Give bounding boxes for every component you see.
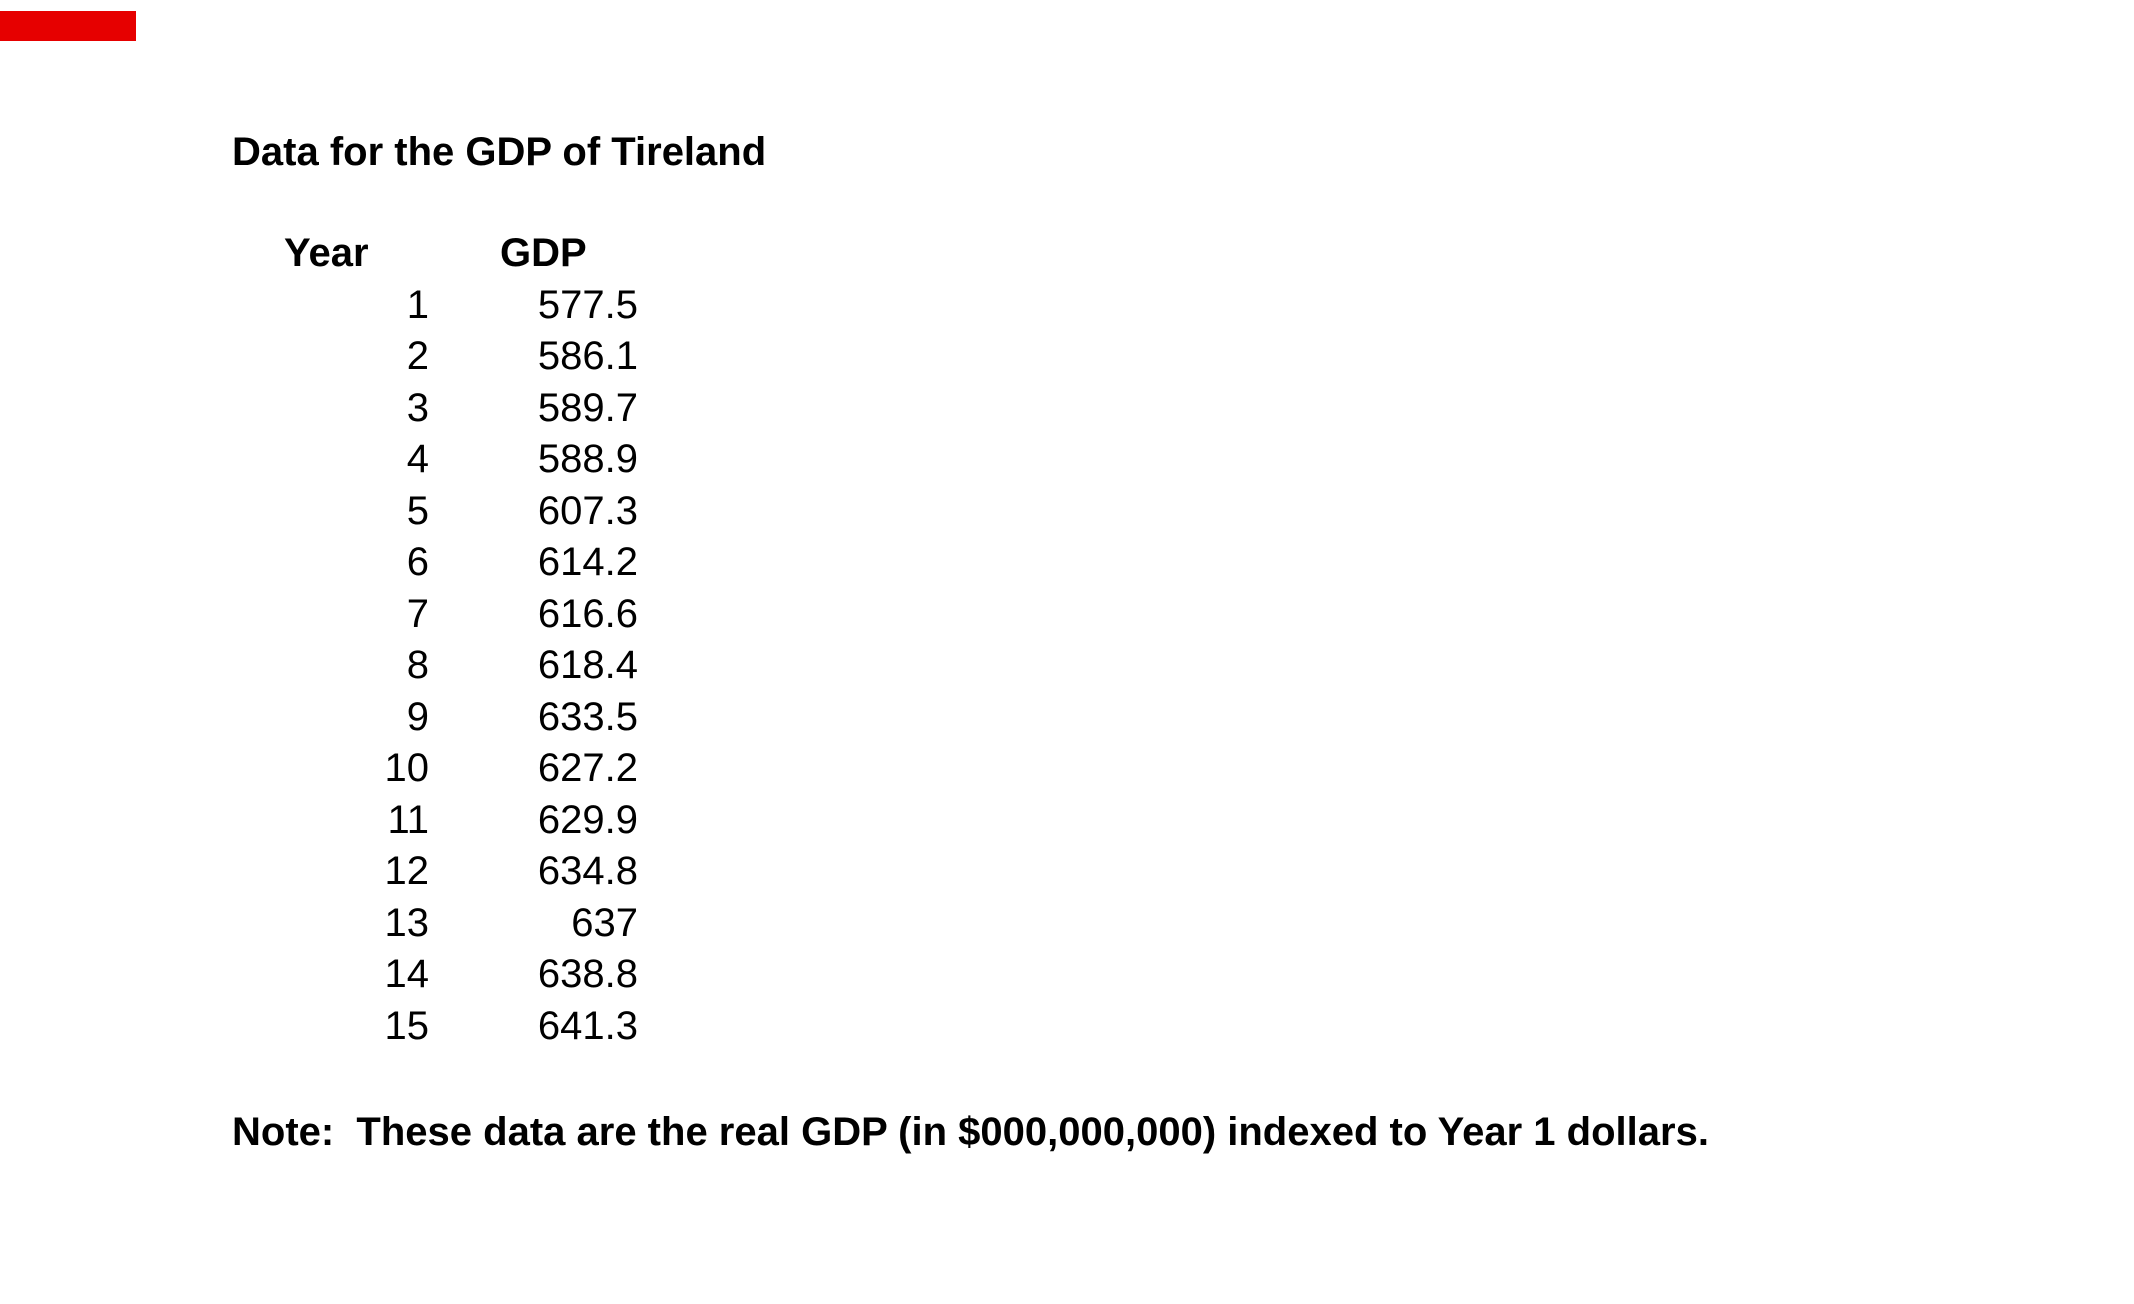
gdp-cell: 616.6 [537,591,638,636]
year-cell: 13 [384,900,430,945]
year-cell: 10 [384,746,430,790]
gdp-cell: 633.5 [537,694,638,739]
year-cell: 15 [384,1003,430,1048]
table-row: 2 586.1 [284,331,638,383]
table-row: 4 588.9 [284,434,638,486]
column-header-gdp: GDP [500,231,587,275]
year-cell: 12 [384,849,430,893]
year-cell: 11 [387,797,429,842]
year-cell: 5 [406,488,429,533]
gdp-cell: 641.3 [537,1003,638,1048]
table-row: 9 633.5 [284,692,638,744]
year-cell: 2 [406,334,429,378]
video-progress-bar [0,11,136,41]
gdp-cell: 634.8 [537,849,638,893]
gdp-cell: 607.3 [537,488,638,533]
table-row: 14 638.8 [284,949,639,1001]
gdp-cell: 638.8 [537,952,638,996]
gdp-table: Year GDP 1 577.5 2 586.1 3 589.7 4 588.9 5 607.3 6… [284,228,638,1052]
gdp-cell: 589.7 [537,385,638,430]
year-cell: 8 [406,643,429,687]
year-cell: 4 [406,437,429,481]
gdp-cell: 586.1 [537,334,638,378]
gdp-cell: 577.5 [537,282,638,327]
table-row: 1 577.5 [284,280,638,332]
table-row: 15 641.3 [284,1001,639,1053]
table-row: 8 618.4 [284,640,638,692]
table-row: 10 627.2 [284,743,639,795]
note-text: Note: These data are the real GDP (in $0… [232,1110,1709,1154]
gdp-cell: 629.9 [537,797,638,842]
gdp-cell: 618.4 [537,643,638,687]
table-header-row: Year GDP [284,228,638,280]
year-cell: 3 [406,385,429,430]
year-cell: 14 [384,952,430,996]
table-row: 6 614.2 [284,537,638,589]
gdp-cell: 588.9 [537,437,638,481]
table-body: 1 577.5 2 586.1 3 589.7 4 588.9 5 607.3 6 614.2 7 616… [284,280,639,1053]
table-row: 7 616.6 [284,589,638,641]
page-title: Data for the GDP of Tireland [232,130,767,174]
table-row: 5 607.3 [284,486,638,538]
year-cell: 6 [406,540,429,584]
table-row: 12 634.8 [284,846,639,898]
table-row: 13 637 [284,898,639,950]
table-row: 11 629.9 [284,795,638,847]
table-row: 3 589.7 [284,383,638,435]
gdp-cell: 627.2 [537,746,638,790]
column-header-year: Year [284,231,369,275]
year-cell: 7 [406,591,429,636]
gdp-cell: 614.2 [537,540,638,584]
year-cell: 9 [406,694,429,739]
year-cell: 1 [406,282,429,327]
gdp-cell: 637 [571,900,638,945]
